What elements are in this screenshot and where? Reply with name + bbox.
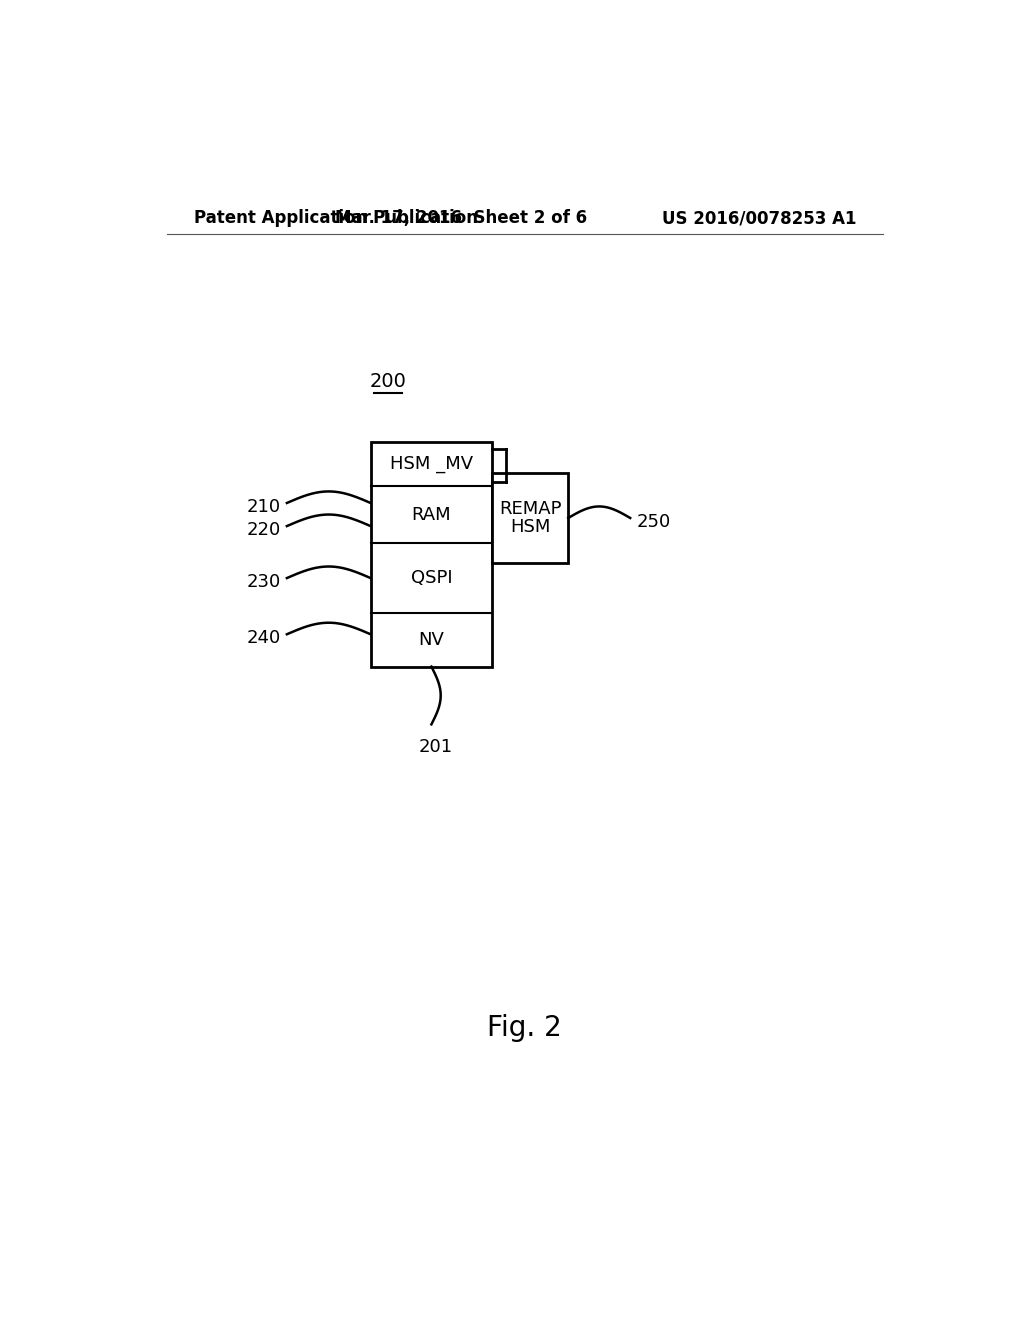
Text: 240: 240 bbox=[247, 630, 281, 647]
Text: 230: 230 bbox=[247, 573, 281, 591]
Text: RAM: RAM bbox=[412, 506, 452, 524]
Text: Fig. 2: Fig. 2 bbox=[487, 1015, 562, 1043]
Text: Patent Application Publication: Patent Application Publication bbox=[194, 210, 478, 227]
Text: Mar. 17, 2016  Sheet 2 of 6: Mar. 17, 2016 Sheet 2 of 6 bbox=[335, 210, 588, 227]
Text: 200: 200 bbox=[370, 372, 407, 391]
Text: 201: 201 bbox=[418, 738, 453, 756]
Text: NV: NV bbox=[419, 631, 444, 648]
Text: HSM _MV: HSM _MV bbox=[390, 454, 473, 473]
Text: US 2016/0078253 A1: US 2016/0078253 A1 bbox=[662, 210, 856, 227]
Text: QSPI: QSPI bbox=[411, 569, 453, 587]
Text: 250: 250 bbox=[636, 513, 671, 531]
Text: 220: 220 bbox=[247, 521, 281, 539]
Text: HSM: HSM bbox=[510, 519, 551, 536]
Bar bbox=[493, 473, 568, 564]
Text: 210: 210 bbox=[247, 498, 281, 516]
Text: REMAP: REMAP bbox=[499, 500, 561, 517]
Bar bbox=[371, 442, 493, 667]
